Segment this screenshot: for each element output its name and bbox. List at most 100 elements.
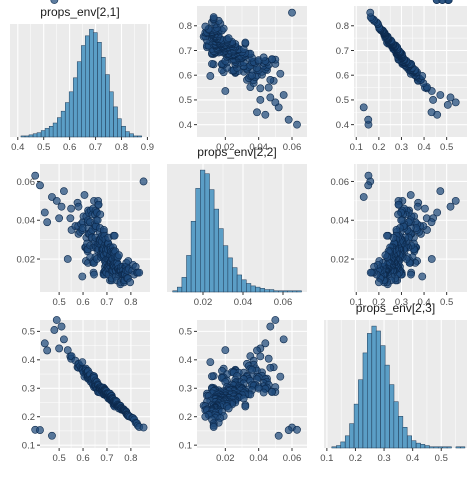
scatter-point	[221, 87, 230, 95]
scatter-point	[94, 200, 103, 209]
scatter-point	[96, 210, 105, 219]
histogram-bar	[32, 133, 38, 138]
x-tick-label: 0.8	[115, 142, 128, 153]
x-tick-label: 0.5	[435, 453, 448, 464]
histogram-bar	[44, 128, 50, 138]
y-tick-label: 0.02	[17, 254, 36, 265]
y-tick-label: 0.7	[179, 46, 192, 57]
scatter-point	[253, 346, 261, 355]
histogram-bar	[186, 255, 192, 293]
histogram-bar	[60, 110, 66, 138]
x-tick-label: 0.3	[395, 142, 408, 153]
x-tick-label: 0.8	[124, 453, 137, 464]
scatter-point	[55, 344, 64, 353]
scatter-point	[206, 72, 215, 80]
x-tick-label: 0.2	[372, 297, 385, 308]
histogram-bar	[362, 352, 368, 449]
scatter-point	[208, 372, 216, 381]
scatter-point	[374, 278, 383, 287]
scatter-point	[364, 171, 373, 180]
scatter-point	[241, 38, 250, 47]
histogram-bar	[172, 290, 178, 293]
x-tick-label: 0.8	[124, 297, 137, 308]
histogram-bar	[105, 74, 110, 138]
histogram-bar	[429, 446, 435, 449]
histogram-bar	[213, 208, 219, 293]
y-tick-label: 0.6	[336, 71, 349, 82]
histogram-bar	[398, 416, 404, 449]
histogram-bar	[264, 289, 270, 293]
scatter-point	[421, 204, 429, 213]
histogram-bar	[375, 330, 381, 449]
histogram-bar	[57, 117, 62, 138]
scatter-point	[139, 423, 148, 432]
histogram-bar	[340, 441, 346, 449]
scatter-point	[241, 402, 250, 411]
scatter-point	[284, 115, 293, 124]
scatter-point	[209, 423, 218, 431]
scatter-point	[276, 372, 285, 381]
scatter-point	[126, 278, 135, 287]
histogram-bar	[259, 288, 265, 293]
histogram-bar	[282, 290, 288, 293]
scatter-point	[43, 346, 52, 355]
histogram-bar	[402, 427, 408, 449]
scatter-point	[259, 388, 268, 397]
scatter-point	[201, 412, 210, 421]
histogram-bar	[117, 118, 122, 138]
histogram-bar	[93, 32, 98, 138]
histogram-bar	[125, 131, 130, 138]
scatter-point	[264, 83, 273, 92]
scatter-point	[394, 200, 403, 209]
scatter-point	[271, 98, 280, 107]
histogram-bar	[236, 274, 242, 293]
scatter-point	[284, 426, 293, 434]
x-tick-label: 0.04	[249, 142, 268, 153]
histogram-bar	[446, 446, 452, 449]
histogram-bar	[121, 125, 126, 138]
scatter-point	[239, 394, 248, 403]
x-tick-label: 0.2	[372, 142, 385, 153]
x-tick-label: 0.7	[100, 453, 113, 464]
histogram-bar	[52, 122, 58, 138]
histogram-bar	[232, 267, 238, 293]
scatter-point	[139, 177, 148, 186]
histogram-bar	[109, 91, 114, 138]
scatter-point	[57, 322, 66, 331]
scatter-point	[276, 69, 285, 78]
histogram-bar	[218, 228, 224, 293]
scatter-point	[274, 431, 283, 440]
x-tick-label: 0.4	[417, 297, 430, 308]
scatter-point	[266, 322, 275, 331]
histogram-bar	[349, 423, 355, 449]
x-tick-label: 0.02	[194, 297, 213, 308]
x-tick-label: 0.4	[406, 453, 419, 464]
scatter-point	[90, 270, 98, 279]
scatter-point	[364, 115, 373, 124]
histogram-bar	[68, 91, 74, 138]
x-tick-label: 0.06	[283, 453, 302, 464]
panel-3-3: props_env[2,3] 0.1 0.2 0.3 0.4 0.5	[320, 301, 467, 464]
x-tick-label: 0.02	[216, 453, 235, 464]
scatter-point	[436, 91, 445, 99]
y-tick-label: 0.4	[179, 355, 192, 366]
scatter-point	[261, 110, 270, 119]
scatter-point	[78, 272, 87, 281]
scatter-point	[266, 93, 275, 102]
y-tick-label: 0.4	[179, 120, 192, 131]
x-tick-label: 0.04	[234, 297, 253, 308]
y-tick-label: 0.4	[336, 120, 349, 131]
scatter-point	[266, 76, 275, 84]
histogram-bar	[389, 384, 395, 449]
x-tick-label: 0.4	[11, 142, 24, 153]
histogram-bar	[181, 277, 187, 293]
x-tick-label: 0.5	[37, 142, 50, 153]
scatter-point	[135, 268, 144, 277]
x-tick-label: 0.7	[89, 142, 102, 153]
scatter-point	[364, 181, 373, 190]
x-tick-label: 0.6	[76, 297, 89, 308]
y-tick-label: 0.7	[336, 46, 349, 57]
histogram-bar	[97, 42, 102, 138]
scatter-point	[78, 358, 87, 366]
x-tick-label: 0.5	[440, 142, 453, 153]
